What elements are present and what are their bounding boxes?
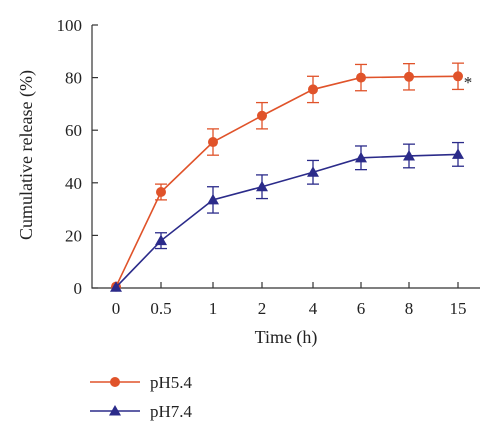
y-axis-title: Cumulative release (%): [16, 70, 37, 240]
data-point: [110, 377, 120, 387]
data-point: [207, 193, 219, 205]
data-point: [453, 71, 463, 82]
data-point: [155, 234, 167, 246]
x-tick-label: 6: [357, 299, 366, 318]
data-point: [109, 405, 121, 416]
axis-frame: [91, 25, 480, 289]
data-point: [355, 151, 367, 163]
legend-item-pH7.4: pH7.4: [90, 402, 193, 421]
data-point: [208, 137, 218, 148]
series-line: [115, 75, 459, 288]
x-tick-label: 8: [405, 299, 414, 318]
legend-label: pH7.4: [150, 402, 193, 421]
x-tick-label: 4: [309, 299, 318, 318]
legend-label: pH5.4: [150, 373, 193, 392]
data-point: [356, 72, 366, 83]
y-tick-label: 80: [65, 69, 82, 88]
x-tick-label: 15: [450, 299, 467, 318]
series-pH5.4: [111, 62, 464, 292]
data-point: [156, 187, 166, 198]
data-point: [308, 84, 318, 95]
x-axis-title: Time (h): [255, 327, 318, 348]
series-layer: [110, 62, 464, 292]
data-point: [404, 71, 414, 82]
legend: pH5.4 pH7.4: [90, 373, 193, 421]
data-point: [257, 110, 267, 121]
data-point: [110, 281, 122, 292]
significance-annotation: *: [464, 73, 473, 92]
series-line: [115, 153, 459, 288]
y-tick-label: 40: [65, 174, 82, 193]
y-tick-label: 60: [65, 121, 82, 140]
y-tick-label: 20: [65, 226, 82, 245]
x-tick-label: 1: [209, 299, 218, 318]
data-point: [452, 148, 464, 159]
x-tick-label: 2: [258, 299, 267, 318]
x-tick-label: 0.5: [150, 299, 171, 318]
y-tick-label: 0: [74, 279, 83, 298]
data-point: [403, 149, 415, 161]
legend-item-pH5.4: pH5.4: [90, 373, 193, 392]
plot-axes: 0 20 40 60 80 100 0 0.5 1 2 4 6 8 15: [57, 16, 480, 318]
data-point: [307, 166, 319, 177]
data-point: [256, 180, 268, 192]
series-pH7.4: [110, 141, 464, 292]
y-tick-label: 100: [57, 16, 83, 35]
x-tick-label: 0: [112, 299, 121, 318]
